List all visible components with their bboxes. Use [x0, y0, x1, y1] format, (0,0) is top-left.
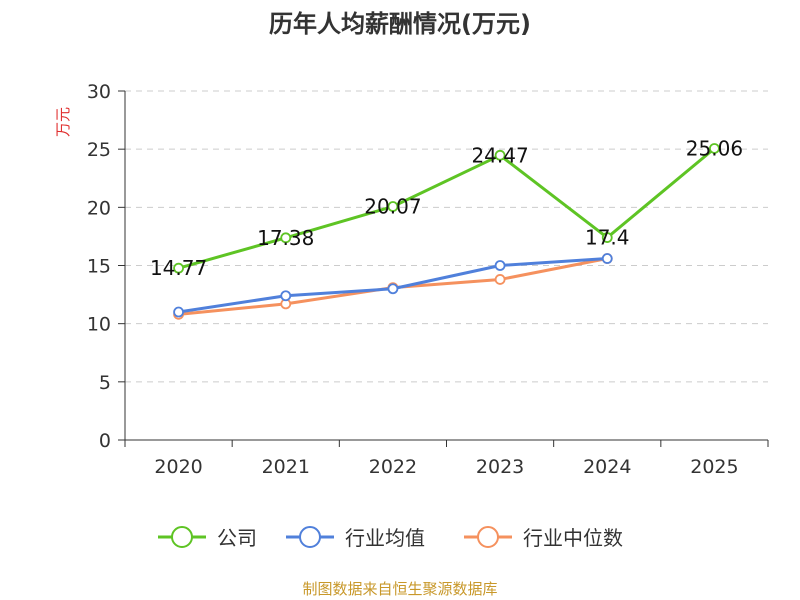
- y-tick-label: 25: [87, 139, 111, 161]
- x-tick-label: 2023: [476, 456, 524, 478]
- legend-swatch-marker: [171, 526, 193, 548]
- data-point: [173, 306, 184, 318]
- data-point: [494, 274, 506, 285]
- y-tick-label: 5: [99, 372, 111, 394]
- data-point: [601, 232, 613, 243]
- data-point: [709, 143, 720, 154]
- data-point: [387, 283, 399, 295]
- data-labels: 14.77 17.38 20.07 24.47 17.4 25.06: [150, 136, 743, 280]
- data-label: 24.47: [471, 143, 528, 167]
- data-point: [494, 260, 506, 271]
- y-tick-label: 30: [87, 81, 111, 103]
- data-point: [280, 232, 292, 244]
- data-label: 17.4: [585, 226, 630, 250]
- gridlines: [125, 90, 768, 383]
- legend-label: 行业中位数: [523, 526, 623, 550]
- x-tick-label: 2022: [369, 456, 417, 478]
- series-line-0: [178, 147, 716, 270]
- data-point: [494, 149, 506, 161]
- legend-label: 公司: [217, 526, 257, 550]
- data-label: 20.07: [364, 195, 421, 219]
- series-lines: [173, 143, 720, 320]
- data-point: [173, 262, 184, 274]
- y-tick-label: 20: [87, 197, 111, 219]
- y-axis-label: 万元: [54, 107, 72, 137]
- y-tick-label: 15: [87, 256, 111, 278]
- data-point: [387, 201, 399, 212]
- legend-swatch-marker: [299, 526, 321, 548]
- x-tick-label: 2021: [262, 456, 310, 478]
- data-label: 17.38: [257, 226, 314, 250]
- x-tick-label: 2025: [690, 456, 738, 478]
- legend-swatch-marker: [477, 526, 499, 548]
- data-point: [280, 290, 292, 302]
- legend: 公司 行业均值 行业中位数: [158, 526, 623, 550]
- data-label: 14.77: [150, 256, 207, 280]
- y-tick-label: 0: [99, 430, 111, 452]
- x-tick-label: 2020: [154, 456, 202, 478]
- data-label: 25.06: [686, 136, 743, 160]
- chart-title: 历年人均薪酬情况(万元): [269, 10, 531, 38]
- x-tick-label: 2024: [583, 456, 631, 478]
- legend-label: 行业均值: [345, 526, 425, 550]
- data-point: [601, 253, 613, 264]
- y-tick-label: 10: [87, 314, 111, 336]
- source-note: 制图数据来自恒生聚源数据库: [302, 580, 498, 598]
